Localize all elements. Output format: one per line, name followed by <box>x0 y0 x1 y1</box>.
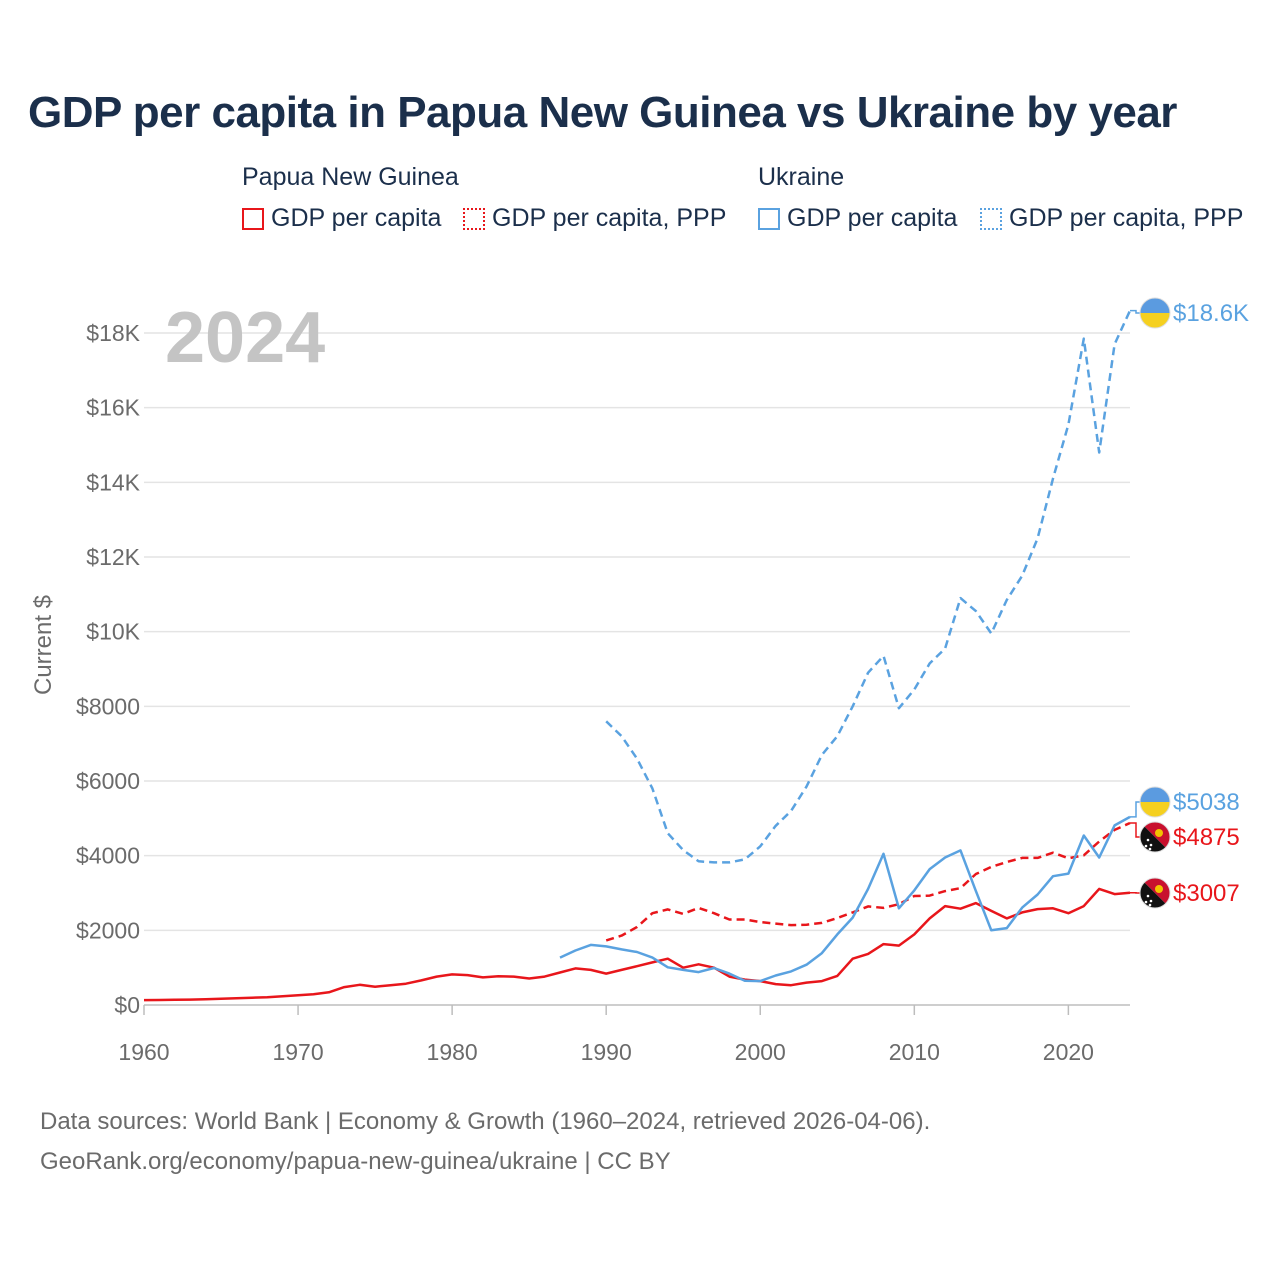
end-value-label: $4875 <box>1173 824 1240 851</box>
footer-url: GeoRank.org/economy/papua-new-guinea/ukr… <box>40 1148 671 1175</box>
legend-label: GDP per capita, PPP <box>1009 204 1244 232</box>
legend-item-ukraine-gdp[interactable]: GDP per capita <box>758 204 957 233</box>
y-tick-label: $14K <box>86 469 140 495</box>
series-line-papua-new-guinea-gdp-per-capita-ppp[interactable] <box>605 821 1131 942</box>
legend-item-ukraine-gdp-ppp[interactable]: GDP per capita, PPP <box>980 204 1243 233</box>
legend-group-ukraine: Ukraine <box>758 163 845 191</box>
x-tick-label: 1970 <box>272 1039 323 1065</box>
end-label-connector <box>1130 309 1140 314</box>
legend-swatch-dotted-blue <box>980 207 1002 230</box>
legend-swatch-solid-blue <box>758 207 780 230</box>
x-tick-label: 1990 <box>581 1039 632 1065</box>
x-tick-label: 1980 <box>427 1039 478 1065</box>
ukraine-flag-icon <box>1139 786 1171 818</box>
x-tick-label: 1960 <box>118 1039 169 1065</box>
end-value-label: $5038 <box>1173 789 1240 816</box>
series-line-ukraine-gdp-per-capita-ppp[interactable] <box>605 310 1132 864</box>
y-tick-label: $12K <box>86 544 140 570</box>
end-label-connector <box>1130 801 1140 818</box>
end-value-label: $18.6K <box>1173 300 1249 327</box>
legend-group-png: Papua New Guinea <box>242 163 459 191</box>
legend-item-png-gdp-ppp[interactable]: GDP per capita, PPP <box>463 204 726 233</box>
chart-title: GDP per capita in Papua New Guinea vs Uk… <box>28 88 1177 137</box>
y-tick-label: $6000 <box>76 768 140 794</box>
papua-new-guinea-flag-icon <box>1139 821 1171 853</box>
x-tick-label: 2020 <box>1043 1039 1094 1065</box>
x-tick-label: 2000 <box>735 1039 786 1065</box>
y-tick-label: $18K <box>86 320 140 346</box>
y-tick-label: $16K <box>86 395 140 421</box>
legend-label: GDP per capita, PPP <box>492 204 727 232</box>
y-tick-label: $10K <box>86 619 140 645</box>
legend-swatch-dotted-red <box>463 207 485 230</box>
y-tick-label: $2000 <box>76 917 140 943</box>
ukraine-flag-icon <box>1139 297 1171 329</box>
legend-label: GDP per capita <box>271 204 442 232</box>
y-axis-title: Current $ <box>30 595 57 695</box>
year-watermark: 2024 <box>165 298 325 378</box>
legend-label: GDP per capita <box>787 204 958 232</box>
y-tick-label: $4000 <box>76 843 140 869</box>
end-label-connector <box>1130 822 1140 838</box>
papua-new-guinea-flag-icon <box>1139 877 1171 909</box>
y-tick-label: $8000 <box>76 693 140 719</box>
legend-item-png-gdp[interactable]: GDP per capita <box>242 204 441 233</box>
x-tick-label: 2010 <box>889 1039 940 1065</box>
series-line-papua-new-guinea-gdp-per-capita[interactable] <box>143 887 1131 1002</box>
legend-swatch-solid-red <box>242 207 264 230</box>
y-tick-label: $0 <box>114 992 140 1018</box>
footer-sources: Data sources: World Bank | Economy & Gro… <box>40 1108 931 1135</box>
end-value-label: $3007 <box>1173 880 1240 907</box>
series-line-ukraine-gdp-per-capita[interactable] <box>559 815 1131 983</box>
